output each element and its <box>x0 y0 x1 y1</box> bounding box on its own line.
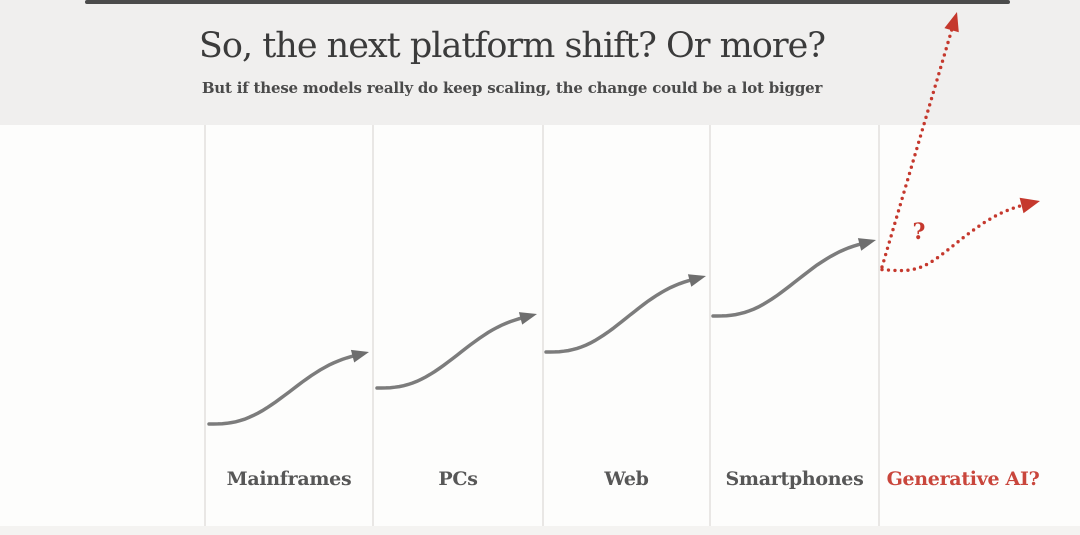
slide-title: So, the next platform shift? Or more? <box>198 26 826 66</box>
red-s-curve-arrowhead <box>1019 197 1040 214</box>
column-label-web: Web <box>604 468 649 490</box>
question-mark-annotation: ? <box>913 219 926 245</box>
s-curve-smartphones <box>711 241 865 318</box>
top-edge-strip <box>85 0 1010 4</box>
red-dotted-steep-arrow <box>880 26 954 269</box>
column-label-pcs: PCs <box>438 468 478 490</box>
red-steep-arrowhead <box>944 12 959 33</box>
arrowhead-pcs <box>518 312 537 325</box>
s-curve-mainframes <box>207 353 358 426</box>
slide-subtitle: But if these models really do keep scali… <box>201 79 823 97</box>
s-curve-pcs <box>375 315 526 390</box>
red-dotted-s-curve-arrow <box>880 202 1029 273</box>
slide-header: So, the next platform shift? Or more? Bu… <box>0 0 1080 125</box>
s-curve-web <box>544 277 695 354</box>
bottom-edge-strip <box>0 526 1080 535</box>
arrowhead-mainframes <box>350 349 369 363</box>
column-label-mainframes: Mainframes <box>226 468 352 490</box>
column-label-smartphones: Smartphones <box>725 468 864 490</box>
arrowhead-web <box>687 274 706 287</box>
column-label-generative-ai: Generative AI? <box>886 468 1040 490</box>
arrowhead-smartphones <box>857 238 876 251</box>
